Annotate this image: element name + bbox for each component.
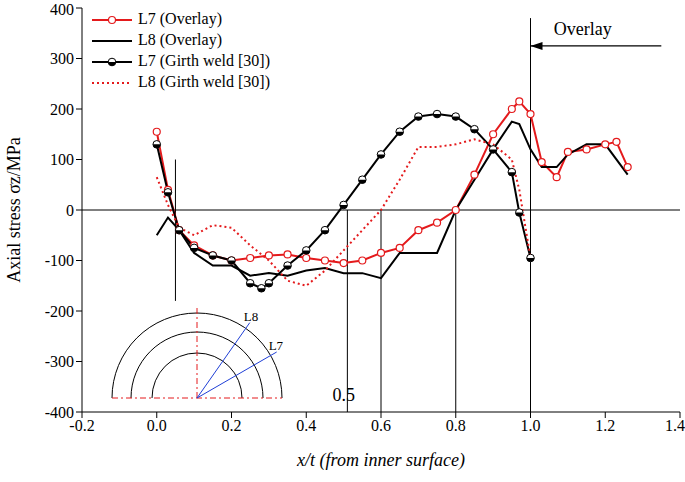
svg-text:0.6: 0.6	[371, 417, 391, 434]
svg-text:1.0: 1.0	[521, 417, 541, 434]
svg-text:300: 300	[50, 50, 74, 67]
svg-text:L7: L7	[269, 338, 284, 353]
svg-text:0.4: 0.4	[296, 417, 316, 434]
svg-text:1.4: 1.4	[665, 417, 677, 434]
html-text:L8 (Girth weld [30]): L8 (Girth weld [30])	[138, 73, 270, 90]
svg-text:-200: -200	[45, 303, 74, 320]
svg-text:-300: -300	[45, 353, 74, 370]
svg-text:100: 100	[50, 151, 74, 168]
html-text:L7 (Overlay): L7 (Overlay)	[138, 10, 222, 27]
svg-text:1.2: 1.2	[595, 417, 615, 434]
svg-text:0.0: 0.0	[147, 417, 167, 434]
svg-text:0.5: 0.5	[332, 385, 355, 405]
svg-text:0: 0	[66, 202, 74, 219]
html-text:L7 (Girth weld [30]): L7 (Girth weld [30])	[138, 52, 270, 69]
svg-text:0.2: 0.2	[222, 417, 242, 434]
svg-text:400: 400	[50, 1, 74, 18]
html-text:L8 (Overlay): L8 (Overlay)	[138, 31, 222, 48]
svg-text:200: 200	[50, 101, 74, 118]
svg-text:L8: L8	[244, 309, 258, 324]
svg-text:-400: -400	[45, 404, 74, 421]
svg-text:-100: -100	[45, 252, 74, 269]
svg-text:Axial stress σz/MPa: Axial stress σz/MPa	[8, 137, 24, 283]
svg-text:-0.2: -0.2	[69, 417, 95, 435]
svg-text:x/t (from inner surface): x/t (from inner surface)	[296, 450, 465, 471]
svg-text:Overlay: Overlay	[554, 19, 612, 39]
svg-text:0.8: 0.8	[446, 417, 466, 434]
